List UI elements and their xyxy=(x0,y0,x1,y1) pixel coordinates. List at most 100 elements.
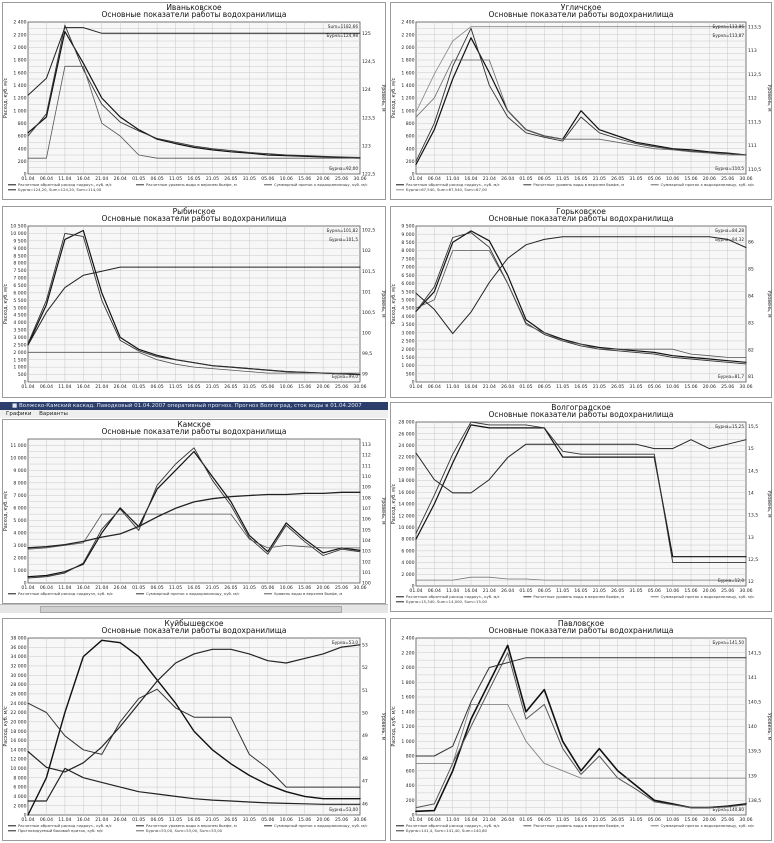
x-tick-label: 10.06 xyxy=(666,384,679,390)
series-line-4 xyxy=(27,491,361,549)
chart-title: Горьковское xyxy=(556,207,606,216)
x-tick-label: 16.05 xyxy=(187,384,200,390)
gridlines xyxy=(416,22,746,174)
y-tick-label: 4 500 xyxy=(13,313,26,319)
y-tick-label: 6 000 xyxy=(13,505,26,511)
x-tick-label: 11.04 xyxy=(446,176,459,182)
legend-entry: Расчетные обратный расход гидроуз., куб.… xyxy=(18,823,112,828)
series-line-4 xyxy=(415,657,747,757)
y-tick-label: 2 500 xyxy=(401,339,414,345)
legend-entry: Расчетные уровень воды в верхнем бьефе, … xyxy=(533,182,624,187)
x-tick-label: 06.04 xyxy=(40,176,53,182)
y-tick-label: 5 500 xyxy=(13,298,26,304)
y2-tick-label: 12,5 xyxy=(748,557,758,563)
menu-item-variants[interactable]: Варианты xyxy=(39,411,68,417)
series-line-3 xyxy=(415,250,747,358)
y2-tick-label: 13,5 xyxy=(748,513,758,519)
y-tick-label: 600 xyxy=(406,134,415,140)
y-tick-label: 1 800 xyxy=(13,58,26,64)
x-tick-label: 15.06 xyxy=(684,176,697,182)
x-tick-label: 26.04 xyxy=(114,176,127,182)
x-tick-label: 11.05 xyxy=(556,588,569,594)
x-tick-label: 01.04 xyxy=(409,176,422,182)
window-title: ■ Волжско-Камский каскад. Паводковый 01.… xyxy=(12,403,362,409)
y-tick-label: 7 000 xyxy=(401,265,414,271)
y-tick-label: 5 500 xyxy=(401,289,414,295)
y-axis-label: Расход, куб. м/с xyxy=(391,78,397,119)
y-tick-label: 9 000 xyxy=(13,246,26,252)
x-tick-label: 11.04 xyxy=(58,176,71,182)
x-tick-label: 20.06 xyxy=(317,176,330,182)
x-tick-label: 11.05 xyxy=(169,176,182,182)
y2-tick-label: 123,5 xyxy=(362,115,375,121)
value-annotation: Бурна=113,86 xyxy=(713,24,745,29)
y-tick-label: 20 000 xyxy=(10,719,26,725)
x-tick-label: 30.06 xyxy=(739,588,752,594)
y-tick-label: 26 000 xyxy=(10,691,26,697)
y2-axis-label: Уровень, м xyxy=(766,490,772,518)
chart-subtitle: Основные показатели работы водохранилища xyxy=(102,626,287,635)
x-tick-label: 26.04 xyxy=(114,817,127,823)
chart-subtitle: Основные показатели работы водохранилища xyxy=(489,10,674,19)
chart-subtitle: Основные показатели работы водохранилища xyxy=(102,10,287,19)
x-tick-label: 01.04 xyxy=(409,817,422,823)
y-tick-label: 1 200 xyxy=(401,724,414,730)
y-tick-label: 500 xyxy=(18,372,27,378)
y-tick-label: 36 000 xyxy=(10,645,26,651)
series-line-1 xyxy=(415,424,747,558)
legend-entry: Суммарный приток к водохранилищу, куб. м… xyxy=(274,823,368,828)
horizontal-scrollbar[interactable] xyxy=(0,604,388,613)
y-tick-label: 2 000 xyxy=(401,347,414,353)
x-tick-label: 16.04 xyxy=(464,176,477,182)
y-tick-label: 16 000 xyxy=(10,738,26,744)
x-tick-label: 21.05 xyxy=(593,384,606,390)
legend-entry: Уровень воды в верхнем бьефе, м xyxy=(274,591,342,596)
y-tick-label: 2 400 xyxy=(401,20,414,26)
legend-entry: Бурна=141,4, Sum=141,40, Sum=140,80 xyxy=(406,828,487,833)
y-tick-label: 200 xyxy=(406,798,415,804)
x-tick-label: 31.05 xyxy=(629,817,642,823)
series-line-2 xyxy=(415,27,747,162)
x-tick-label: 21.04 xyxy=(483,588,496,594)
series-line-2 xyxy=(415,232,747,365)
y-tick-label: 5 000 xyxy=(401,297,414,303)
y-tick-label: 3 000 xyxy=(401,330,414,336)
y2-tick-label: 52 xyxy=(362,665,368,671)
y-tick-label: 6 500 xyxy=(401,273,414,279)
x-tick-label: 06.04 xyxy=(40,384,53,390)
chart-panel-pavlovskoe: Павловское Основные показатели работы вод… xyxy=(390,618,772,841)
y2-tick-label: 113,5 xyxy=(748,24,761,30)
scrollbar-thumb[interactable] xyxy=(40,606,342,613)
y-axis-label: Расход, куб. м/с xyxy=(391,706,397,747)
y2-tick-label: 100 xyxy=(362,330,371,336)
y-tick-label: 7 500 xyxy=(401,256,414,262)
x-tick-label: 21.05 xyxy=(593,817,606,823)
y-tick-label: 2 200 xyxy=(13,32,26,38)
y-tick-label: 3 000 xyxy=(13,543,26,549)
y-tick-label: 7 000 xyxy=(13,276,26,282)
y-tick-label: 400 xyxy=(406,146,415,152)
x-tick-label: 20.06 xyxy=(317,817,330,823)
y-tick-label: 4 000 xyxy=(13,531,26,537)
value-annotation: Бурна=124,98 xyxy=(327,33,359,38)
y-tick-label: 6 500 xyxy=(13,283,26,289)
y-tick-label: 18 000 xyxy=(398,478,414,484)
x-tick-label: 25.06 xyxy=(721,817,734,823)
legend-entry: Расчетные уровень воды в верхнем бьефе, … xyxy=(146,823,237,828)
x-tick-label: 16.04 xyxy=(77,817,90,823)
gridlines xyxy=(416,638,746,815)
menu-item-graphs[interactable]: Графики xyxy=(6,411,32,417)
y-tick-label: 38 000 xyxy=(10,636,26,642)
x-tick-label: 01.05 xyxy=(519,384,532,390)
y2-tick-label: 99 xyxy=(362,371,368,377)
y2-tick-label: 112 xyxy=(362,453,371,459)
gridlines xyxy=(28,439,360,583)
y-tick-label: 800 xyxy=(18,121,27,127)
y-tick-label: 2 200 xyxy=(401,32,414,38)
x-tick-label: 20.06 xyxy=(703,588,716,594)
legend-entry: Бурна=15,340, Sum=14,000, Sum=15,00 xyxy=(406,599,487,604)
y2-tick-label: 139 xyxy=(748,773,757,779)
x-tick-label: 15.06 xyxy=(684,588,697,594)
